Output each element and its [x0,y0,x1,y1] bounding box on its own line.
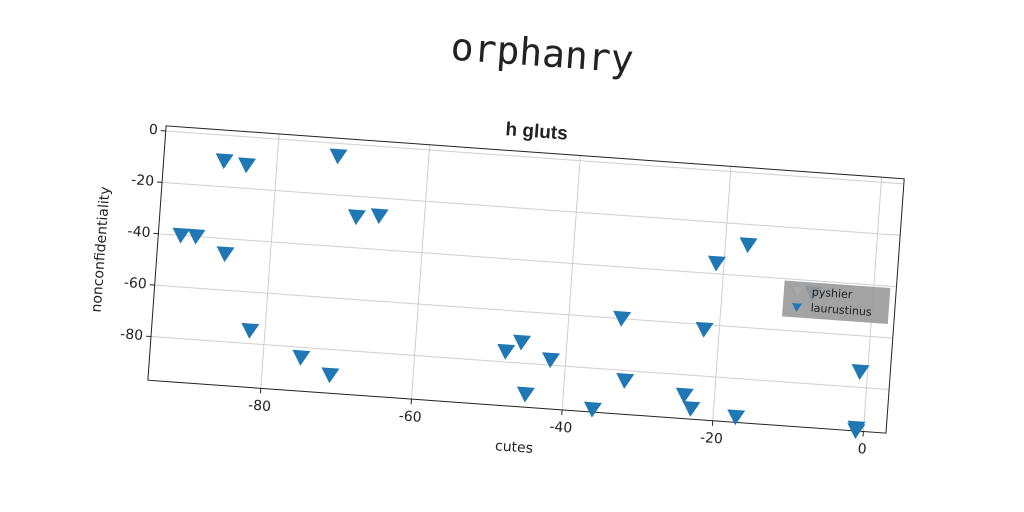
point [216,246,235,263]
plot-frame [147,125,905,434]
x-tick-label: 0 [857,441,867,458]
point [321,367,340,384]
point [851,364,870,380]
y-axis-label: nonconfidentiality [89,186,114,313]
x-tick-label: -80 [248,397,272,415]
legend-label: pyshier [811,285,853,301]
y-tick-label: -20 [131,172,155,190]
point [347,209,366,226]
point [542,352,561,369]
point [613,310,632,327]
grid-line [260,133,280,389]
grid-line [165,130,904,185]
grid-line [158,233,897,288]
y-tick-label: 0 [148,122,158,139]
grid-line [712,166,732,421]
point [238,157,257,174]
point [241,322,260,339]
x-tick-label: -60 [398,408,422,426]
point [682,400,701,417]
point [513,334,532,351]
grid-line [410,144,431,400]
chart-title: orphanry [449,25,635,82]
grid-line [154,284,893,339]
legend-marker [793,287,804,296]
point [707,255,726,272]
chart-subtitle: h gluts [505,119,569,144]
point [370,208,389,225]
point [215,153,234,170]
point [739,237,758,254]
point [329,148,348,165]
point [616,373,635,389]
point [847,423,866,440]
y-tick-label: -40 [127,224,151,242]
point [695,321,714,338]
point [675,387,694,404]
x-axis-label: cutes [494,438,533,457]
legend-box [782,280,891,324]
y-tick-label: -80 [120,326,144,344]
x-tick-label: -40 [549,419,573,437]
point [583,401,602,418]
grid-line [561,155,581,410]
point [516,386,535,403]
grid-line [162,181,901,236]
y-tick-label: -60 [123,275,147,293]
point [497,343,516,360]
point [172,227,191,244]
point [727,409,746,426]
grid-line [150,336,890,390]
point [292,349,311,366]
chart-body: orphanry h gluts cutes nonconfidentialit… [89,25,905,458]
legend-label: laurustinus [810,301,872,318]
legend-marker [792,303,803,312]
point [187,228,206,245]
x-tick-label: -20 [699,430,723,448]
